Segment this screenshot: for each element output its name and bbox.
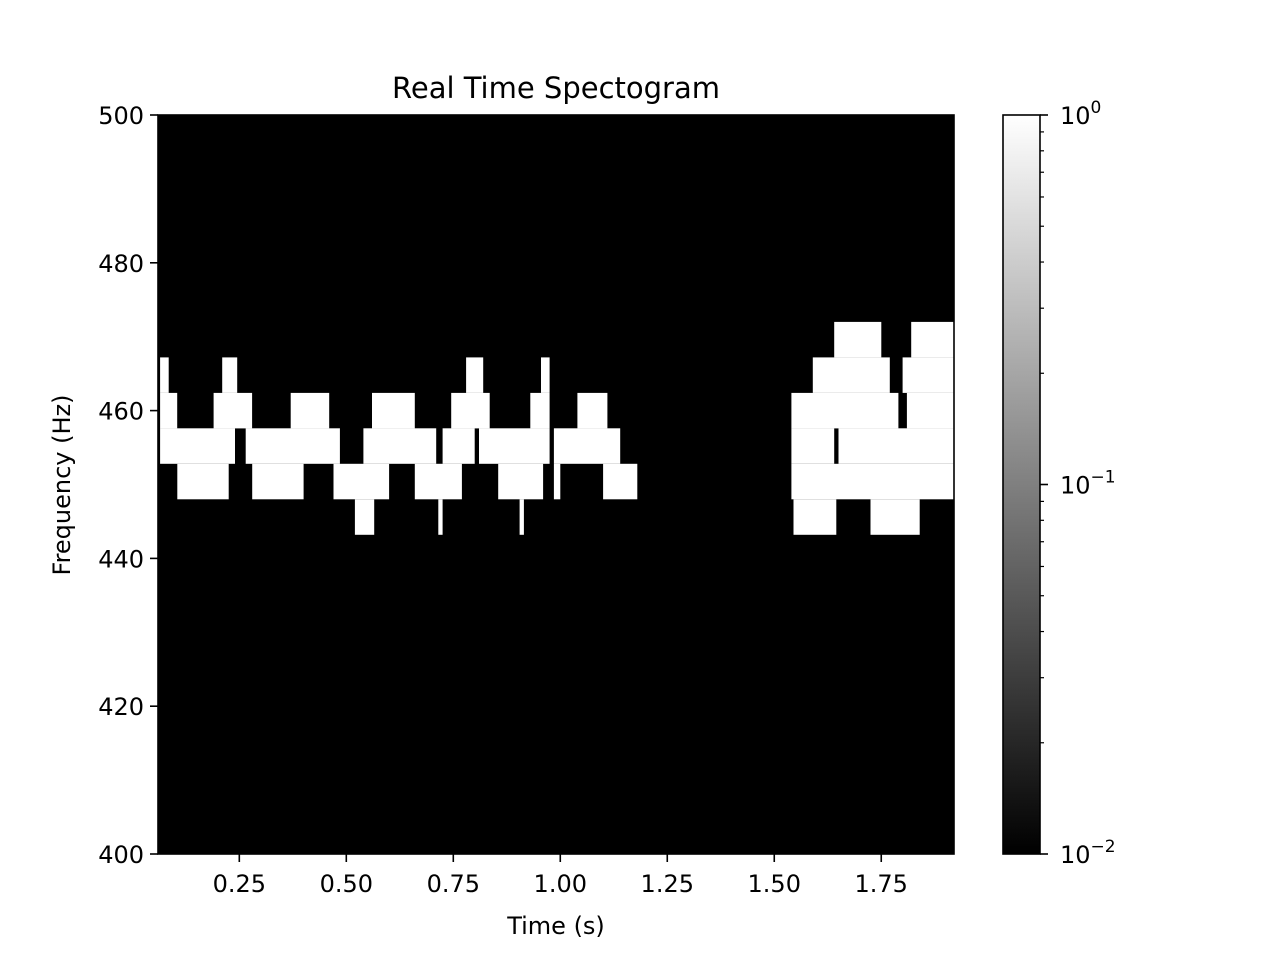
colorbar-ticks: 10−2 10−1 100 (1040, 98, 1116, 869)
spectrogram-cell (834, 321, 882, 358)
spectrogram-cell (252, 463, 304, 500)
spectrogram-cell (791, 392, 899, 429)
x-tick-label: 0.75 (427, 870, 480, 898)
y-tick-label: 500 (98, 102, 144, 130)
spectrogram-cell (553, 463, 561, 500)
spectrogram-cell (354, 499, 375, 535)
spectrogram-cell (541, 357, 550, 393)
spectrogram-cell (177, 463, 229, 500)
x-tick-label: 0.50 (320, 870, 373, 898)
spectrogram-cell (290, 392, 330, 429)
spectrogram-cell (906, 392, 954, 429)
plot-frame (157, 114, 955, 855)
colorbar-tick-label: 10−1 (1060, 468, 1116, 500)
spectrogram-cell (902, 357, 954, 393)
spectrogram-cell (603, 463, 638, 500)
spectrogram-cells (160, 321, 954, 535)
spectrogram-cell (530, 392, 550, 429)
y-tick-label: 440 (98, 545, 144, 573)
spectrogram-cell (466, 357, 484, 393)
spectrogram-cell (160, 392, 178, 429)
x-tick-label: 1.50 (748, 870, 801, 898)
spectrogram-cell (519, 499, 524, 535)
spectrogram-cell (553, 428, 621, 464)
spectrogram-cell (160, 428, 235, 464)
spectrogram-cell (498, 463, 544, 500)
y-tick-label: 480 (98, 250, 144, 278)
spectrogram-cell (451, 392, 490, 429)
x-axis-ticks: 0.25 0.50 0.75 1.00 1.25 1.50 1.75 (213, 854, 908, 898)
x-tick-label: 1.75 (855, 870, 908, 898)
spectrogram-cell (791, 428, 835, 464)
y-tick-label: 460 (98, 398, 144, 426)
x-tick-label: 1.25 (641, 870, 694, 898)
y-tick-label: 400 (98, 841, 144, 869)
y-axis-ticks: 400 420 440 460 480 500 (98, 102, 158, 869)
x-tick-label: 1.00 (534, 870, 587, 898)
spectrogram-cell (812, 357, 890, 393)
spectrogram-cell (363, 428, 437, 464)
spectrogram-cell (911, 321, 954, 358)
colorbar (1002, 114, 1041, 855)
spectrogram-cell (442, 428, 475, 464)
spectrogram-cell (213, 392, 253, 429)
spectrogram-cell (479, 428, 550, 464)
spectrogram-cell (577, 392, 608, 429)
spectrogram-cell (414, 463, 462, 500)
spectrogram-cell (222, 357, 238, 393)
spectrogram-cell (372, 392, 415, 429)
x-tick-label: 0.25 (213, 870, 266, 898)
spectrogram-cell (791, 463, 954, 500)
colorbar-tick-label: 100 (1060, 98, 1101, 130)
spectrogram-cell (438, 499, 443, 535)
spectrogram-cell (870, 499, 920, 535)
y-tick-label: 420 (98, 693, 144, 721)
spectrogram-cell (793, 499, 837, 535)
spectrogram-cell (160, 357, 169, 393)
chart-title: Real Time Spectogram (392, 71, 720, 105)
y-axis-label: Frequency (Hz) (48, 395, 76, 576)
spectrogram-cell (245, 428, 340, 464)
colorbar-tick-label: 10−2 (1060, 837, 1116, 869)
spectrogram-cell (333, 463, 390, 500)
spectrogram-cell (838, 428, 954, 464)
x-axis-label: Time (s) (506, 912, 605, 940)
